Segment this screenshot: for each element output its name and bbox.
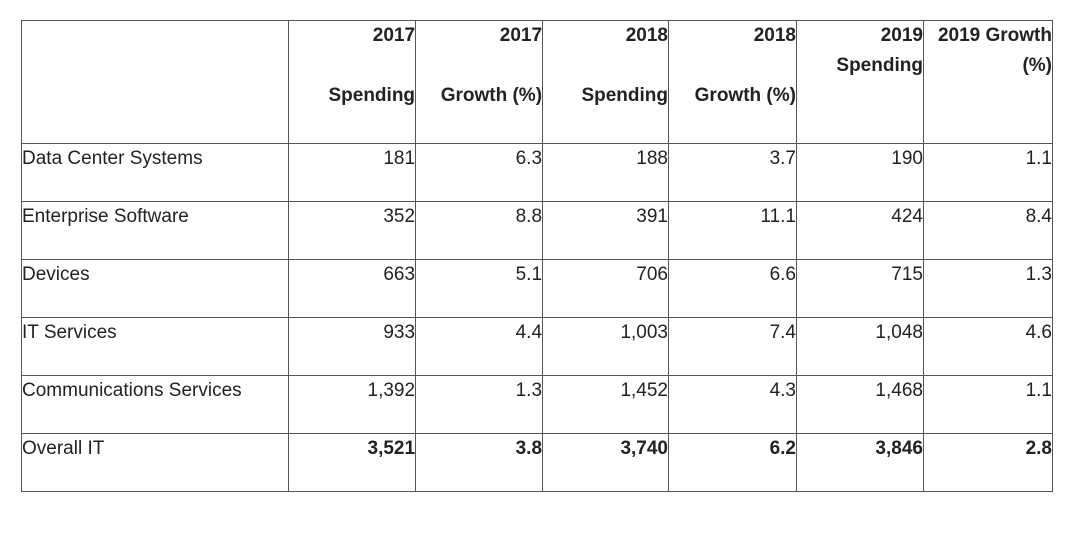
- cell-growth-2017: 5.1: [415, 259, 544, 318]
- cell-growth-2018: 6.6: [668, 259, 797, 318]
- row-category: Communications Services: [20, 375, 290, 434]
- cell-spending-2018: 188: [542, 143, 669, 202]
- cell-growth-2018: 3.7: [668, 143, 797, 202]
- header-label: Growth (%): [694, 85, 796, 106]
- total-spending-2018: 3,740: [542, 433, 669, 492]
- cell-growth-2018: 11.1: [668, 201, 797, 260]
- row-category: Data Center Systems: [20, 143, 290, 202]
- table-row: Communications Services 1,392 1.3 1,452 …: [20, 375, 1054, 434]
- total-growth-2019: 2.8: [922, 433, 1054, 492]
- table-row: Enterprise Software 352 8.8 391 11.1 424…: [20, 201, 1054, 260]
- cell-spending-2017: 933: [288, 317, 417, 376]
- cell-growth-2019: 8.4: [922, 201, 1054, 260]
- total-growth-2017: 3.8: [415, 433, 544, 492]
- it-spending-table: 2017 Spending 2017 Growth (%) 2018 Spend…: [20, 20, 1054, 492]
- header-spending-2018: 2018 Spending: [542, 20, 669, 144]
- cell-spending-2018: 1,003: [542, 317, 669, 376]
- header-year: 2019 Growth: [937, 25, 1052, 46]
- total-row: Overall IT 3,521 3.8 3,740 6.2 3,846 2.8: [20, 433, 1054, 492]
- header-year: 2018: [753, 25, 796, 46]
- cell-growth-2019: 4.6: [922, 317, 1054, 376]
- table-row: Data Center Systems 181 6.3 188 3.7 190 …: [20, 143, 1054, 202]
- cell-spending-2019: 424: [795, 201, 924, 260]
- cell-growth-2019: 1.1: [922, 375, 1054, 434]
- header-category: [20, 20, 290, 144]
- cell-spending-2017: 181: [288, 143, 417, 202]
- cell-spending-2018: 1,452: [542, 375, 669, 434]
- cell-spending-2019: 1,048: [795, 317, 924, 376]
- cell-growth-2017: 1.3: [415, 375, 544, 434]
- header-year: 2017: [372, 25, 416, 46]
- header-label: Spending: [836, 55, 923, 76]
- row-category: Devices: [20, 259, 290, 318]
- row-category: Enterprise Software: [20, 201, 290, 260]
- total-category: Overall IT: [20, 433, 290, 492]
- header-spending-2019: 2019 Spending: [795, 20, 924, 144]
- header-year: 2017: [499, 25, 543, 46]
- header-year: 2018: [625, 25, 668, 46]
- cell-growth-2017: 8.8: [415, 201, 544, 260]
- cell-growth-2019: 1.1: [922, 143, 1054, 202]
- table-row: Devices 663 5.1 706 6.6 715 1.3: [20, 259, 1054, 318]
- cell-spending-2017: 663: [288, 259, 417, 318]
- cell-spending-2019: 715: [795, 259, 924, 318]
- total-spending-2017: 3,521: [288, 433, 417, 492]
- header-growth-2018: 2018 Growth (%): [668, 20, 797, 144]
- cell-spending-2019: 190: [795, 143, 924, 202]
- cell-spending-2017: 352: [288, 201, 417, 260]
- cell-growth-2018: 4.3: [668, 375, 797, 434]
- cell-spending-2018: 706: [542, 259, 669, 318]
- header-spending-2017: 2017 Spending: [288, 20, 417, 144]
- cell-growth-2017: 6.3: [415, 143, 544, 202]
- total-spending-2019: 3,846: [795, 433, 924, 492]
- cell-growth-2018: 7.4: [668, 317, 797, 376]
- cell-growth-2019: 1.3: [922, 259, 1054, 318]
- table-row: IT Services 933 4.4 1,003 7.4 1,048 4.6: [20, 317, 1054, 376]
- header-label: (%): [1022, 55, 1052, 76]
- cell-spending-2019: 1,468: [795, 375, 924, 434]
- header-label: Spending: [581, 85, 668, 106]
- row-category: IT Services: [20, 317, 290, 376]
- header-row: 2017 Spending 2017 Growth (%) 2018 Spend…: [20, 20, 1054, 144]
- header-growth-2019: 2019 Growth (%): [922, 20, 1054, 144]
- header-growth-2017: 2017 Growth (%): [415, 20, 544, 144]
- header-label: Growth (%): [440, 85, 543, 106]
- cell-spending-2017: 1,392: [288, 375, 417, 434]
- cell-growth-2017: 4.4: [415, 317, 544, 376]
- header-label: Spending: [328, 85, 416, 106]
- total-growth-2018: 6.2: [668, 433, 797, 492]
- cell-spending-2018: 391: [542, 201, 669, 260]
- header-year: 2019: [880, 25, 923, 46]
